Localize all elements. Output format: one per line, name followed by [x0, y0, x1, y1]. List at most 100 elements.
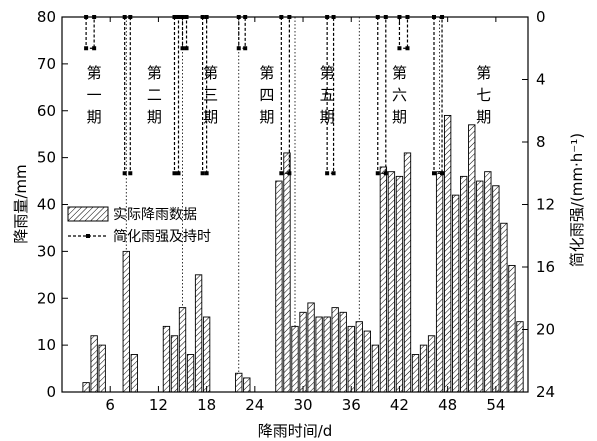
step-marker: [431, 171, 436, 176]
rainfall-bar: [395, 175, 404, 393]
step-marker: [180, 46, 185, 51]
step-marker: [287, 171, 292, 176]
phase-label-char: 七: [476, 86, 491, 104]
x-tick-label: 36: [342, 396, 361, 414]
y-axis-title: 降雨量/mm: [12, 164, 30, 243]
rainfall-bar: [283, 152, 291, 393]
phase-label-char: 一: [87, 86, 102, 104]
phase-label-char: 四: [259, 86, 274, 104]
y-tick-label: 80: [37, 8, 56, 26]
phase-label-char: 期: [203, 108, 218, 126]
step-marker: [84, 46, 89, 51]
x-tick-label: 42: [390, 396, 409, 414]
intensity-step: [238, 17, 246, 49]
x-tick-label: 18: [197, 396, 216, 414]
step-marker: [243, 46, 248, 51]
rainfall-bar: [435, 171, 444, 393]
step-marker: [383, 171, 388, 176]
phase-label-char: 期: [259, 108, 274, 126]
phase-label-char: 第: [320, 64, 335, 82]
rainfall-bar: [411, 354, 420, 393]
rainfall-bar: [202, 316, 211, 393]
y2-tick-label: 4: [536, 71, 546, 89]
intensity-step: [173, 17, 180, 174]
step-marker: [331, 171, 336, 176]
rainfall-bar: [443, 114, 452, 393]
x-tick-label: 24: [245, 396, 264, 414]
intensity-step: [280, 17, 290, 174]
phase-label-char: 期: [476, 108, 491, 126]
rainfall-bar: [186, 354, 195, 393]
phase-label-char: 三: [203, 86, 218, 104]
rainfall-bar: [339, 311, 347, 393]
legend-bar-swatch: [67, 206, 109, 222]
phase-label-char: 第: [147, 64, 162, 82]
rainfall-bar: [387, 171, 396, 393]
rainfall-bar: [347, 325, 355, 393]
rainfall-bar: [162, 325, 171, 393]
phase-label-char: 期: [147, 108, 162, 126]
y2-tick-label: 16: [536, 258, 555, 276]
intensity-step: [85, 17, 95, 49]
rainfall-bar: [323, 316, 331, 393]
x-tick-label: 54: [486, 396, 505, 414]
rainfall-bars: [82, 114, 524, 393]
y2-tick-label: 12: [536, 196, 555, 214]
phase-label-char: 期: [392, 108, 407, 126]
legend: 实际降雨数据 简化雨强及持时: [67, 206, 211, 245]
step-marker: [236, 46, 241, 51]
rainfall-bar: [275, 180, 283, 393]
y2-axis-ticks: 0 4 8 12 16 20 24: [522, 8, 555, 401]
phase-label-char: 第: [476, 64, 491, 82]
x-tick-label: 12: [149, 396, 168, 414]
step-marker: [122, 171, 127, 176]
y2-tick-label: 20: [536, 321, 555, 339]
intensity-step: [181, 17, 188, 49]
step-marker: [184, 46, 189, 51]
y-axis-ticks: 0 10 20 30 40 50 60 70 80: [37, 8, 68, 401]
step-marker: [176, 171, 181, 176]
y-tick-label: 20: [37, 289, 56, 307]
y-tick-label: 30: [37, 242, 56, 260]
x-tick-label: 30: [293, 396, 312, 414]
rainfall-bar: [508, 264, 516, 393]
y-tick-label: 10: [37, 336, 56, 354]
rainfall-bar: [371, 344, 380, 393]
x-axis-title: 降雨时间/d: [258, 422, 333, 440]
phase-label-char: 期: [87, 108, 102, 126]
rainfall-bar: [363, 330, 371, 393]
step-marker: [440, 171, 445, 176]
rainfall-bar: [98, 344, 106, 393]
rainfall-bar: [452, 194, 460, 393]
rainfall-bar: [355, 321, 363, 393]
intensity-step: [326, 17, 335, 174]
y2-axis-title: 简化雨强/(mm·h⁻¹): [568, 133, 586, 267]
step-marker: [172, 171, 177, 176]
y-tick-label: 50: [37, 149, 56, 167]
y-tick-label: 70: [37, 55, 56, 73]
rainfall-bar: [291, 325, 299, 393]
rainfall-bar: [476, 180, 484, 393]
rainfall-bar: [90, 335, 98, 393]
phase-label-char: 二: [147, 86, 162, 104]
phase-label-char: 第: [259, 64, 274, 82]
rainfall-bar: [299, 311, 307, 393]
rainfall-bar: [427, 335, 436, 393]
y2-tick-label: 8: [536, 133, 546, 151]
rainfall-bar: [484, 171, 492, 393]
phase-label-char: 期: [320, 108, 335, 126]
rainfall-bar: [82, 382, 90, 393]
phase-label-char: 六: [392, 86, 407, 104]
intensity-step: [433, 17, 443, 174]
rainfall-bar: [170, 335, 179, 393]
intensity-step: [377, 17, 387, 174]
rainfall-bar: [122, 250, 130, 393]
step-marker: [204, 171, 209, 176]
y2-tick-label: 24: [536, 383, 555, 401]
legend-step-label: 简化雨强及持时: [113, 228, 211, 245]
phase-labels: 第一期 第二期 第三期 第四期 第五期 第六期 第七期: [87, 64, 492, 126]
x-tick-label: 6: [105, 396, 115, 414]
rainfall-bar: [379, 166, 388, 393]
y-tick-label: 40: [37, 196, 56, 214]
